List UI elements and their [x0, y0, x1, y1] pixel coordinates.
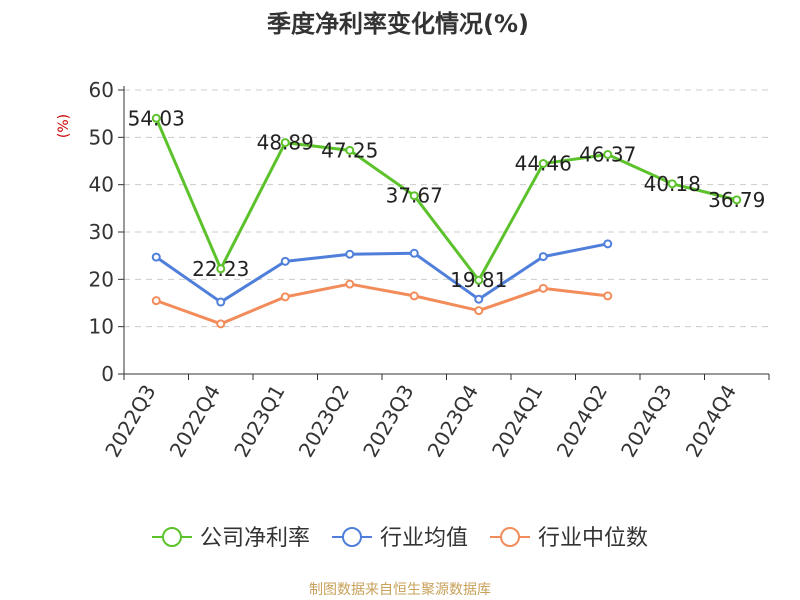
data-point — [409, 248, 419, 258]
data-point — [280, 256, 290, 266]
legend: 公司净利率 行业均值 行业中位数 — [151, 526, 648, 551]
source-note: 制图数据来自恒生聚源数据库 — [309, 582, 491, 598]
data-point — [409, 291, 419, 301]
x-tick-label: 2023Q4 — [423, 381, 483, 462]
data-label: 47.25 — [321, 138, 378, 162]
data-point — [603, 239, 613, 249]
data-label: 22.23 — [192, 257, 249, 281]
data-point — [151, 296, 161, 306]
data-point — [151, 113, 161, 123]
data-point — [151, 252, 161, 262]
chart-title: 季度净利率变化情况(%) — [267, 10, 529, 38]
data-point — [345, 279, 355, 289]
data-point — [538, 283, 548, 293]
data-point — [732, 195, 742, 205]
legend-marker — [341, 527, 362, 547]
x-tick-label: 2023Q1 — [229, 381, 289, 462]
series-line — [155, 242, 609, 304]
data-point — [345, 249, 355, 259]
data-point — [603, 291, 613, 301]
x-tick-label: 2023Q3 — [358, 381, 418, 462]
data-label: 44.46 — [515, 152, 572, 176]
x-tick-label: 2022Q4 — [165, 381, 225, 462]
data-point — [216, 264, 226, 274]
data-label: 46.37 — [579, 143, 636, 167]
data-point — [280, 138, 290, 148]
data-labels: 54.03 22.23 48.89 47.25 37.67 19.81 44.46 46.37… — [128, 106, 766, 292]
y-tick-label: 20 — [89, 267, 114, 291]
legend-label: 公司净利率 — [200, 526, 310, 551]
legend-marker — [500, 527, 521, 547]
legend-item: 行业均值 — [331, 526, 468, 551]
data-point — [474, 306, 484, 316]
x-tick-label: 2024Q3 — [616, 381, 676, 462]
x-tick-label: 2024Q1 — [487, 381, 547, 462]
series-line — [155, 282, 608, 326]
data-point — [667, 179, 677, 189]
x-tick-label: 2024Q4 — [681, 381, 741, 462]
data-label: 48.89 — [257, 131, 314, 155]
series-line — [154, 117, 738, 282]
data-point — [216, 319, 226, 329]
legend-item: 行业中位数 — [490, 526, 648, 551]
x-tick-label: 2023Q2 — [294, 381, 354, 462]
data-label: 19.81 — [450, 268, 507, 292]
data-point — [216, 297, 226, 307]
data-point — [474, 275, 484, 285]
y-tick-label: 60 — [89, 78, 114, 102]
data-point — [538, 252, 548, 262]
y-tick-label: 40 — [89, 173, 114, 197]
data-label: 40.18 — [644, 172, 701, 196]
legend-item: 公司净利率 — [151, 526, 310, 551]
y-tick-label: 10 — [89, 315, 114, 339]
legend-label: 行业均值 — [380, 526, 468, 551]
data-label: 54.03 — [128, 106, 185, 130]
data-point — [474, 294, 484, 304]
series — [151, 113, 742, 329]
y-tick-label: 0 — [101, 362, 114, 386]
x-tick-label: 2022Q3 — [100, 381, 160, 462]
x-tick-label: 2024Q2 — [552, 381, 612, 462]
grid — [124, 89, 769, 328]
legend-marker — [161, 527, 182, 547]
y-axis-label: (%) — [56, 114, 72, 138]
data-point — [409, 191, 419, 201]
data-label: 36.79 — [708, 188, 765, 212]
data-label: 37.67 — [386, 184, 443, 208]
y-tick-label: 50 — [89, 125, 114, 149]
legend-label: 行业中位数 — [538, 526, 648, 551]
data-point — [538, 159, 548, 169]
data-point — [603, 150, 613, 160]
data-point — [345, 145, 355, 155]
data-point — [280, 292, 290, 302]
y-tick-label: 30 — [89, 220, 114, 244]
